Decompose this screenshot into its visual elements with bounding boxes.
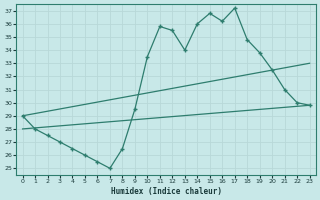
X-axis label: Humidex (Indice chaleur): Humidex (Indice chaleur)	[111, 187, 221, 196]
